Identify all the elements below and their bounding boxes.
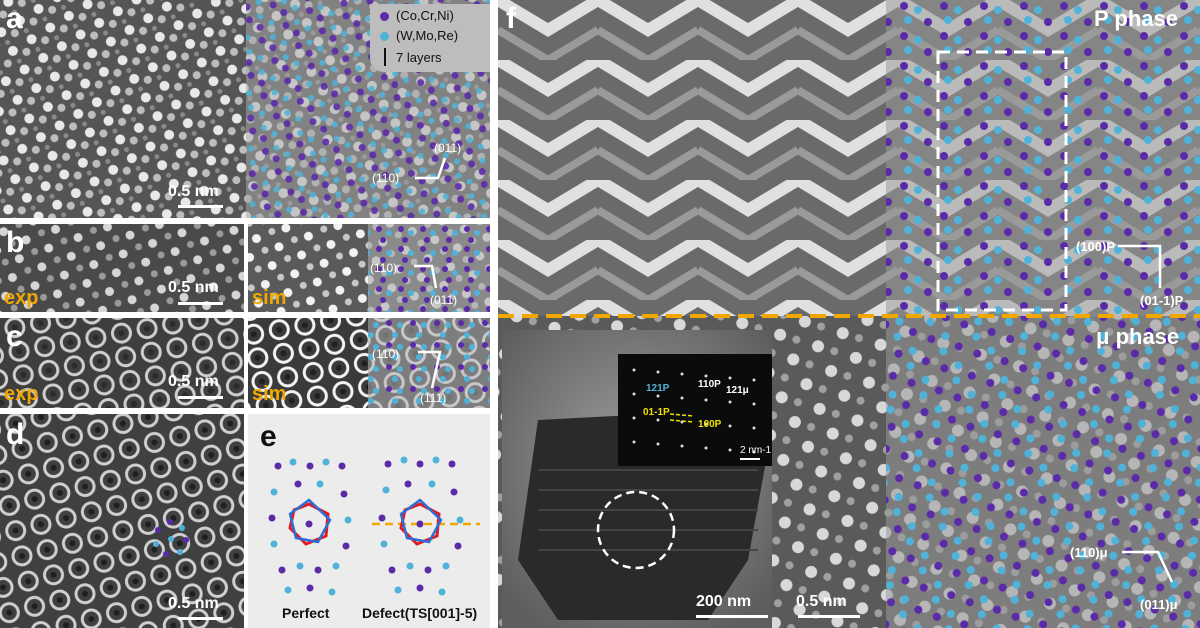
perfect-structure [268,458,352,596]
panel-a-axes [415,157,447,180]
panel-b-scale-label: 0.5 nm [168,279,219,296]
panel-c-micrograph [0,318,490,408]
panel-d: d 0.5 nm [0,414,244,628]
panel-d-label: d [6,418,25,451]
diffraction-label-5: 100P [698,419,722,430]
hr-scalebar [798,615,860,618]
legend-item-2: (W,Mo,Re) [396,28,459,43]
panel-f: f P phase μ phase (100)P (01-1)P (110)μ … [498,0,1200,628]
legend-bracket [384,48,386,66]
diffraction-label-2: 110P [698,379,721,390]
panel-d-scale-label: 0.5 nm [168,595,219,612]
panel-f-label: f [506,2,516,35]
panel-e-label: e [260,420,277,453]
p-index-2: (01-1)P [1140,293,1184,308]
atom-legend: (Co,Cr,Ni) (W,Mo,Re) 7 layers [370,4,490,72]
diffraction-label-3: 121μ [726,385,749,396]
mu-index-2: (011)μ [1140,597,1178,612]
panel-a-index-2: (110) [372,171,400,185]
diffraction-label-4: 01-1P [643,407,670,418]
diffraction-scale-label: 2 nm-1 [740,445,772,456]
panel-e-structures [268,456,480,596]
panel-b-scalebar [178,302,223,305]
tem-selected-area [596,490,676,570]
defect-caption: Defect(TS[001]-5) [362,605,478,621]
panel-a: a (Co,Cr,Ni) (W,Mo,Re) 7 layers 0.5 nm (… [0,0,490,218]
panel-c-axes [418,350,442,389]
legend-dot-purple [380,12,389,21]
panel-b-exp-tag: exp [4,287,39,309]
hr-scale-label: 0.5 nm [796,593,847,610]
legend-dot-blue [380,32,389,41]
mu-index-1: (110)μ [1070,545,1108,560]
panel-f-micrograph [498,0,1200,628]
panel-b-index-2: (011) [430,293,458,307]
panel-c-label: c [6,320,23,353]
panel-c-scale-label: 0.5 nm [168,373,219,390]
panel-d-scalebar [178,617,223,620]
panel-b: b exp sim 0.5 nm (110) (011) [0,224,490,312]
panel-d-micrograph [0,414,244,628]
panel-c-exp-tag: exp [4,383,39,405]
panel-d-atom-ring [153,519,189,557]
panel-c-index-1: (110) [372,347,400,361]
panel-e: e [248,414,490,628]
tem-scalebar [696,615,768,618]
legend-item-3: 7 layers [396,50,442,65]
diffraction-label-1: 121P [646,383,670,394]
panel-a-scalebar [178,205,223,208]
p-phase-unit-cell [936,50,1068,312]
panel-a-label: a [6,2,23,35]
panel-c-index-2: (111) [420,391,447,405]
panel-b-micrograph [0,224,490,312]
panel-a-scale-label: 0.5 nm [168,183,219,200]
panel-c: c exp sim 0.5 nm (110) (111) [0,318,490,408]
perfect-caption: Perfect [282,605,330,621]
defect-structure [372,456,480,596]
panel-c-sim-tag: sim [252,383,287,405]
tem-scale-label: 200 nm [696,593,752,610]
panel-c-scalebar [178,396,223,399]
panel-b-label: b [6,226,25,259]
p-index-1: (100)P [1076,239,1116,254]
panel-b-axes [414,264,438,289]
mu-phase-label: μ phase [1096,324,1180,349]
p-phase-label: P phase [1094,6,1178,31]
diffraction-inset [618,354,772,466]
panel-b-index-1: (110) [370,261,398,275]
panel-a-index-1: (011) [434,141,462,155]
panel-b-sim-tag: sim [252,287,287,309]
legend-item-1: (Co,Cr,Ni) [396,8,454,23]
